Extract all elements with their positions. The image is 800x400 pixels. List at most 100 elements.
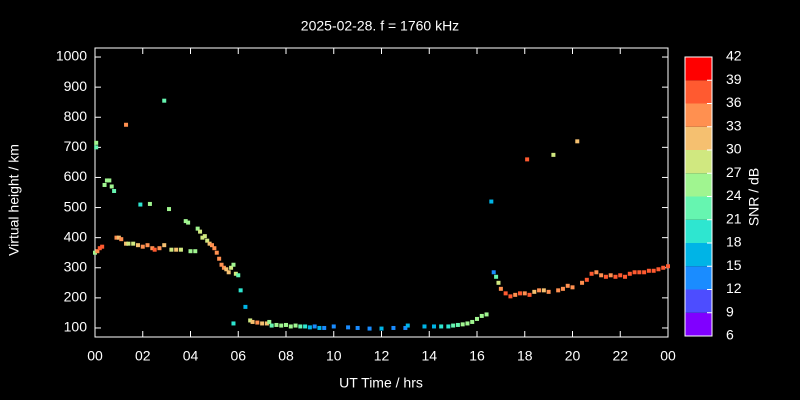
- data-point: [331, 324, 336, 329]
- data-point: [565, 283, 570, 288]
- data-point: [186, 220, 191, 225]
- colorbar-swatch: [685, 266, 712, 290]
- data-point: [642, 270, 647, 275]
- colorbar-swatch: [685, 312, 712, 336]
- colorbar-swatch: [685, 103, 712, 127]
- y-tick-label: 1000: [56, 48, 87, 64]
- data-point: [188, 249, 193, 254]
- data-point: [637, 270, 642, 275]
- x-axis-label: UT Time / hrs: [339, 375, 423, 391]
- data-point: [346, 325, 351, 330]
- colorbar-tick-label: 18: [726, 234, 742, 250]
- data-point: [209, 243, 214, 248]
- plot-frame: [94, 47, 669, 338]
- colorbar-label: SNR / dB: [746, 168, 762, 226]
- data-point: [307, 325, 312, 330]
- data-point: [202, 234, 207, 239]
- data-point: [632, 270, 637, 275]
- data-point: [162, 98, 167, 103]
- data-point: [537, 288, 542, 293]
- data-point: [94, 145, 99, 150]
- data-point: [508, 294, 513, 299]
- data-point: [479, 313, 484, 318]
- data-point: [432, 324, 437, 329]
- data-point: [255, 320, 260, 325]
- colorbar-swatch: [685, 57, 712, 81]
- data-point: [147, 201, 152, 206]
- data-point: [556, 288, 561, 293]
- data-point: [298, 324, 303, 329]
- colorbar-tick-label: 9: [726, 303, 734, 319]
- data-point: [200, 235, 205, 240]
- data-point: [355, 325, 360, 330]
- data-point: [102, 182, 107, 187]
- data-point: [541, 288, 546, 293]
- data-point: [243, 304, 248, 309]
- data-point: [491, 270, 496, 275]
- data-point: [288, 324, 293, 329]
- data-point: [455, 322, 460, 327]
- data-point: [152, 247, 157, 252]
- data-point: [269, 323, 274, 328]
- data-point: [666, 264, 670, 269]
- colorbar-tick-label: 12: [726, 280, 742, 296]
- data-point: [317, 325, 322, 330]
- data-point: [226, 270, 231, 275]
- data-point: [527, 292, 532, 297]
- y-tick-label: 900: [64, 78, 88, 94]
- data-point: [162, 243, 167, 248]
- colorbar-swatch: [685, 289, 712, 313]
- colorbar-swatch: [685, 80, 712, 104]
- data-point: [260, 321, 265, 326]
- data-point: [116, 235, 121, 240]
- data-point: [167, 207, 172, 212]
- data-point: [470, 319, 475, 324]
- data-point: [145, 243, 150, 248]
- data-point: [195, 226, 200, 231]
- colorbar-swatch: [685, 243, 712, 267]
- colorbar-swatch: [685, 219, 712, 243]
- data-point: [231, 321, 236, 326]
- data-point: [95, 249, 100, 254]
- data-point: [489, 199, 494, 204]
- y-tick-label: 500: [64, 198, 88, 214]
- data-point: [594, 270, 599, 275]
- data-point: [405, 323, 410, 328]
- data-point: [503, 291, 508, 296]
- data-point: [124, 241, 129, 246]
- data-point: [451, 323, 456, 328]
- data-point: [513, 292, 518, 297]
- colorbar-tick-label: 24: [726, 187, 742, 203]
- x-tick-label: 12: [374, 348, 390, 364]
- data-point: [570, 285, 575, 290]
- x-tick-label: 06: [230, 348, 246, 364]
- y-tick-label: 300: [64, 258, 88, 274]
- data-point: [264, 321, 269, 326]
- data-point: [229, 265, 234, 270]
- data-point: [97, 246, 102, 251]
- data-point: [623, 274, 628, 279]
- data-point: [205, 238, 210, 243]
- data-point: [532, 289, 537, 294]
- data-point: [267, 319, 272, 324]
- data-point: [312, 324, 317, 329]
- colorbar-tick-label: 36: [726, 94, 742, 110]
- data-point: [575, 139, 580, 144]
- data-point: [522, 291, 527, 296]
- data-point: [109, 184, 114, 189]
- data-point: [475, 316, 479, 321]
- data-point: [104, 178, 109, 183]
- colorbar-tick-label: 42: [726, 48, 742, 64]
- data-point: [546, 289, 551, 294]
- data-point: [112, 188, 117, 193]
- data-point: [207, 241, 212, 246]
- data-point: [119, 237, 124, 242]
- x-tick-label: 00: [660, 348, 676, 364]
- data-point: [446, 324, 451, 329]
- data-point: [131, 241, 136, 246]
- y-tick-label: 800: [64, 108, 88, 124]
- colorbar-tick-label: 27: [726, 164, 742, 180]
- data-point: [193, 249, 198, 254]
- data-point: [284, 322, 288, 327]
